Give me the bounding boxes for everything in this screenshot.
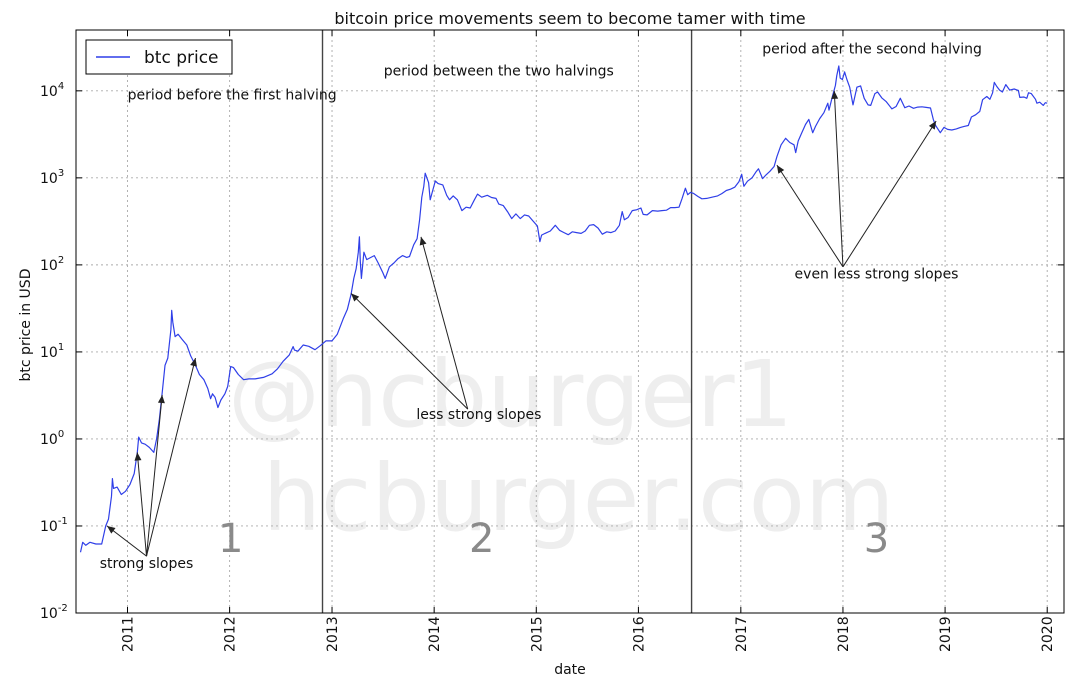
- x-tick-label-2017: 2017: [734, 616, 750, 652]
- annotation-arrowhead-1-0: [351, 293, 360, 302]
- y-tick-exponent: 2: [58, 255, 64, 266]
- annotation-arrow-0-2: [146, 394, 163, 557]
- annotation-arrow-1-0: [350, 293, 469, 410]
- y-tick-base: 10: [40, 432, 58, 448]
- annotation-arrowhead-0-3: [190, 358, 197, 367]
- annotation-arrow-0-1: [136, 452, 148, 557]
- series-line-0: [79, 65, 1048, 553]
- y-tick-exponent: -2: [58, 603, 68, 614]
- x-tick-label-2015: 2015: [529, 616, 545, 652]
- annotation-arrowhead-2-2: [928, 121, 937, 130]
- y-tick-base: 10: [40, 345, 58, 361]
- y-tick-exponent: 0: [58, 429, 64, 440]
- y-tick-exponent: 1: [58, 342, 64, 353]
- period-number-2: 2: [469, 516, 494, 562]
- annotation-arrow-2-1: [833, 90, 844, 267]
- y-tick-label-4: 102: [40, 255, 64, 274]
- annotation-arrow-0-3: [146, 357, 196, 557]
- region-labels-layer: period before the first halving period be…: [128, 41, 982, 562]
- annotation-arrow-0-0: [106, 525, 147, 557]
- annotation-arrowhead-0-2: [157, 394, 165, 404]
- watermark-text-1: hcburger.com: [263, 445, 895, 552]
- x-tick-label-2019: 2019: [938, 616, 954, 652]
- period-number-3: 3: [864, 516, 889, 562]
- x-axis-label: date: [554, 662, 586, 678]
- annotation-arrowhead-2-1: [831, 90, 839, 99]
- halving-lines-layer: [321, 30, 693, 613]
- y-tick-exponent: -1: [58, 516, 68, 527]
- y-tick-label-2: 100: [40, 429, 64, 448]
- y-tick-label-6: 104: [40, 81, 64, 100]
- x-tick-label-2016: 2016: [631, 616, 647, 652]
- y-tick-label-0: 10-2: [40, 603, 68, 622]
- y-tick-label-1: 10-1: [40, 516, 68, 535]
- annotation-arrow-2-0: [776, 164, 844, 268]
- y-tick-base: 10: [40, 606, 58, 622]
- annotation-arrowhead-1-1: [419, 236, 427, 246]
- plot-frame-layer: [75, 29, 1065, 614]
- y-tick-exponent: 3: [58, 168, 64, 179]
- region-label-1: period between the two halvings: [384, 64, 614, 80]
- annotation-arrowhead-0-0: [107, 525, 116, 534]
- y-tick-base: 10: [40, 519, 58, 535]
- annotation-label-1: less strong slopes: [416, 407, 541, 423]
- y-tick-label-3: 101: [40, 342, 64, 361]
- period-number-1: 1: [218, 516, 243, 562]
- annotation-arrow-2-2: [842, 120, 937, 268]
- y-tick-base: 10: [40, 84, 58, 100]
- region-label-2: period after the second halving: [762, 41, 982, 57]
- x-tick-label-2020: 2020: [1040, 616, 1056, 652]
- grid-layer: [76, 30, 1064, 614]
- annotations-layer: strong slopes less strong slopes even less…: [100, 90, 959, 572]
- annotation-arrowhead-2-0: [776, 165, 785, 174]
- series-layer: [79, 65, 1048, 553]
- y-tick-label-5: 103: [40, 168, 64, 187]
- legend-entry-btc-price: btc price: [144, 48, 219, 68]
- plot-frame: [75, 29, 1065, 614]
- annotation-arrow-1-1: [420, 236, 469, 410]
- y-tick-base: 10: [40, 258, 58, 274]
- x-tick-label-2013: 2013: [325, 616, 341, 652]
- x-tick-label-2014: 2014: [427, 616, 443, 652]
- ticks-layer: 2011 2012 2013 2014 2015 2016 2017 2018 2019 2020…: [40, 30, 1064, 652]
- watermark-text-0: @hcburger1: [228, 341, 793, 448]
- annotation-arrowhead-0-1: [134, 452, 142, 461]
- y-tick-base: 10: [40, 171, 58, 187]
- annotation-label-0: strong slopes: [100, 556, 194, 572]
- x-tick-label-2018: 2018: [836, 616, 852, 652]
- y-tick-exponent: 4: [58, 81, 64, 92]
- x-tick-label-2012: 2012: [223, 616, 239, 652]
- chart-title: bitcoin price movements seem to become t…: [334, 9, 805, 28]
- y-axis-label: btc price in USD: [18, 269, 34, 382]
- x-tick-label-2011: 2011: [120, 616, 136, 652]
- region-label-0: period before the first halving: [128, 87, 337, 103]
- legend: btc price: [85, 39, 233, 75]
- annotation-label-2: even less strong slopes: [795, 266, 959, 282]
